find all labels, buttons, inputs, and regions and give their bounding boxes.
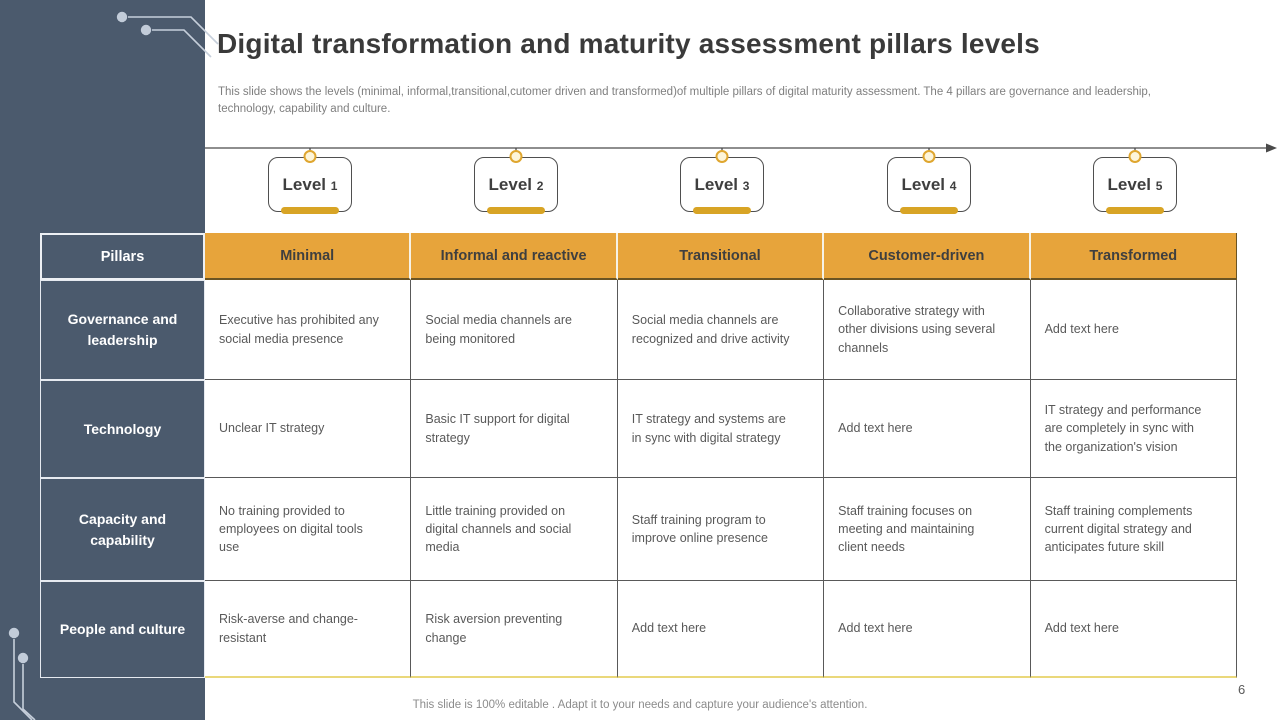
column-header-pillars: Pillars xyxy=(40,233,205,280)
gold-underline-bar xyxy=(487,207,545,214)
table-cell: Collaborative strategy with other divisi… xyxy=(824,280,1031,380)
footer-note: This slide is 100% editable . Adapt it t… xyxy=(412,699,868,711)
maturity-table: Pillars Minimal Informal and reactive Tr… xyxy=(40,233,1237,678)
connector-node-icon xyxy=(303,150,317,163)
table-cell: Unclear IT strategy xyxy=(205,380,412,478)
connector-node-icon xyxy=(715,150,729,163)
level-label: Level 3 xyxy=(694,174,750,194)
table-cell: Add text here xyxy=(824,581,1031,678)
level-label: Level 2 xyxy=(488,174,544,194)
table-cell: Risk aversion preventing change xyxy=(411,581,618,678)
timeline-arrow-icon xyxy=(1266,143,1277,153)
table-cell: Basic IT support for digital strategy xyxy=(411,380,618,478)
table-cell: Add text here xyxy=(1030,581,1237,678)
table-cell: IT strategy and performance are complete… xyxy=(1030,380,1237,478)
column-header-transformed: Transformed xyxy=(1030,233,1237,280)
level-label: Level 1 xyxy=(282,174,338,194)
pillar-row-header: Capacity and capability xyxy=(40,478,205,581)
level-badge-1: Level 1 xyxy=(268,150,352,214)
slide-description: This slide shows the levels (minimal, in… xyxy=(218,86,1151,116)
table-cell: Add text here xyxy=(1030,280,1237,380)
level-badge-5: Level 5 xyxy=(1093,150,1177,214)
pillar-row-header: Governance and leadership xyxy=(40,280,205,380)
table-cell: IT strategy and systems are in sync with… xyxy=(617,380,825,478)
level-badge-2: Level 2 xyxy=(474,150,558,214)
column-header-minimal: Minimal xyxy=(205,233,412,280)
pillar-row-header: People and culture xyxy=(40,581,205,678)
connector-node-icon xyxy=(509,150,523,163)
page-number: 6 xyxy=(1238,682,1246,697)
level-label: Level 4 xyxy=(901,174,957,194)
table-cell: Staff training focuses on meeting and ma… xyxy=(824,478,1031,581)
connector-node-icon xyxy=(1128,150,1142,163)
table-cell: Risk-averse and change-resistant xyxy=(205,581,412,678)
table-cell: Social media channels are being monitore… xyxy=(411,280,618,380)
gold-underline-bar xyxy=(1106,207,1164,214)
table-cell: Staff training program to improve online… xyxy=(617,478,825,581)
table-cell: Add text here xyxy=(824,380,1031,478)
column-header-informal: Informal and reactive xyxy=(411,233,618,280)
page-title: Digital transformation and maturity asse… xyxy=(217,28,1040,59)
column-header-customer-driven: Customer-driven xyxy=(824,233,1031,280)
table-cell: Staff training complements current digit… xyxy=(1030,478,1237,581)
gold-underline-bar xyxy=(281,207,339,214)
pillar-row-header: Technology xyxy=(40,380,205,478)
level-badge-4: Level 4 xyxy=(887,150,971,214)
timeline-line xyxy=(205,147,1266,154)
gold-underline-bar xyxy=(693,207,751,214)
gold-underline-bar xyxy=(900,207,958,214)
level-label: Level 5 xyxy=(1107,174,1163,194)
table-cell: Executive has prohibited any social medi… xyxy=(205,280,412,380)
table-cell: No training provided to employees on dig… xyxy=(205,478,412,581)
table-cell: Little training provided on digital chan… xyxy=(411,478,618,581)
level-badge-3: Level 3 xyxy=(680,150,764,214)
connector-node-icon xyxy=(922,150,936,163)
table-cell: Add text here xyxy=(617,581,825,678)
table-cell: Social media channels are recognized and… xyxy=(617,280,825,380)
column-header-transitional: Transitional xyxy=(617,233,825,280)
